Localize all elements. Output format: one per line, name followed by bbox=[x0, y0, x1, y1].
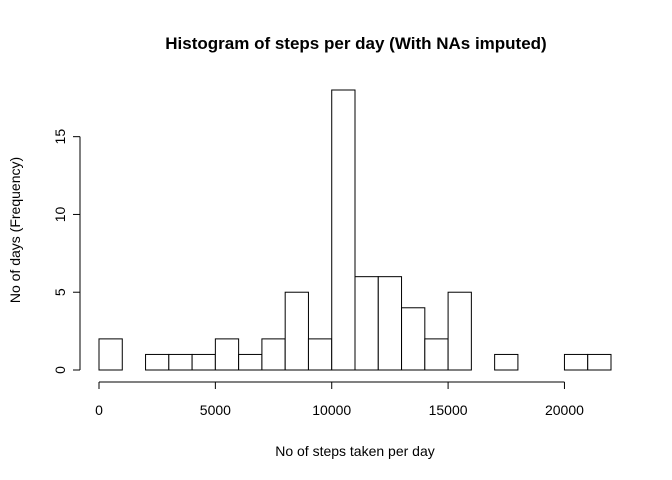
histogram-bar-9 bbox=[307, 338, 333, 371]
histogram-bar-8 bbox=[284, 291, 309, 371]
x-tick-label: 0 bbox=[95, 402, 103, 418]
x-tick-label: 10000 bbox=[312, 402, 351, 418]
x-axis: 0 5000 10000 15000 20000 bbox=[95, 381, 584, 418]
bars-group bbox=[98, 89, 612, 371]
histogram-bar-15 bbox=[447, 291, 472, 371]
histogram-bar-17 bbox=[494, 353, 519, 371]
y-tick-label: 10 bbox=[52, 206, 68, 222]
histogram-bar-14 bbox=[424, 338, 449, 371]
histogram-bar-6 bbox=[238, 353, 263, 371]
y-axis: 0 5 10 15 bbox=[52, 129, 81, 374]
histogram-bar-4 bbox=[191, 353, 216, 371]
y-tick-label: 5 bbox=[52, 288, 68, 296]
histogram-bar-11 bbox=[354, 276, 379, 371]
histogram-bar-21 bbox=[587, 353, 612, 371]
histogram-bar-10 bbox=[331, 89, 356, 371]
chart-title: Histogram of steps per day (With NAs imp… bbox=[165, 34, 546, 53]
histogram-bar-5 bbox=[214, 338, 240, 371]
x-axis-label: No of steps taken per day bbox=[275, 443, 435, 459]
histogram-bar-20 bbox=[563, 353, 589, 371]
x-tick-label: 5000 bbox=[200, 402, 231, 418]
histogram-bar-12 bbox=[377, 276, 403, 371]
y-axis-label: No of days (Frequency) bbox=[7, 157, 23, 303]
x-tick-label: 20000 bbox=[545, 402, 584, 418]
x-tick-label: 15000 bbox=[429, 402, 468, 418]
histogram-bar-0 bbox=[98, 338, 123, 371]
histogram-bar-7 bbox=[261, 338, 286, 371]
histogram-bar-13 bbox=[401, 307, 426, 371]
histogram-bar-3 bbox=[168, 353, 193, 371]
y-tick-label: 0 bbox=[52, 366, 68, 374]
y-tick-label: 15 bbox=[52, 129, 68, 145]
histogram-bar-2 bbox=[145, 353, 170, 371]
